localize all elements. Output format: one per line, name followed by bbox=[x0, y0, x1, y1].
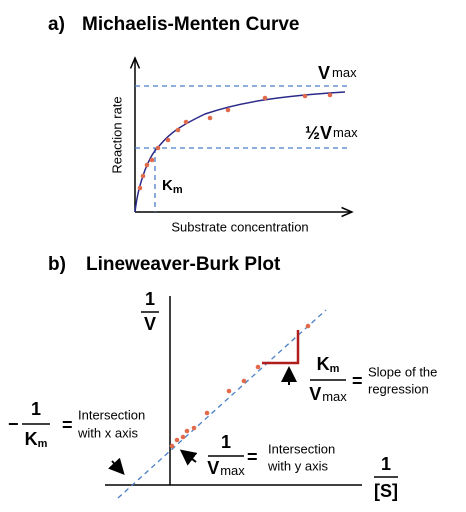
curve bbox=[134, 91, 346, 213]
slope-denominator: Vmax bbox=[309, 384, 347, 405]
slope-description: regression bbox=[368, 381, 429, 396]
panel-title: Lineweaver-Burk Plot bbox=[86, 254, 281, 275]
y-axis-denominator: V bbox=[144, 314, 156, 334]
half-vmax-label: ½Vmax bbox=[305, 123, 358, 143]
x-intercept-denominator: Km bbox=[25, 429, 48, 450]
data-points bbox=[169, 323, 311, 449]
minus-sign: − bbox=[8, 414, 19, 434]
x-axis-denominator: [S] bbox=[374, 481, 398, 501]
y-axis-numerator: 1 bbox=[145, 289, 155, 309]
x-axis-label: Substrate concentration bbox=[171, 219, 308, 234]
x-intercept-description: with x axis bbox=[77, 425, 138, 440]
x-axis-numerator: 1 bbox=[381, 454, 391, 474]
x-intercept-numerator: 1 bbox=[31, 399, 41, 419]
slope-description: Slope of the bbox=[368, 364, 437, 379]
y-intercept-numerator: 1 bbox=[221, 432, 231, 452]
panel-label: b) bbox=[48, 254, 66, 275]
x-intercept-arrow bbox=[108, 457, 125, 475]
equals: = bbox=[352, 371, 363, 391]
km-label: Km bbox=[162, 177, 183, 196]
y-axis-label: Reaction rate bbox=[109, 96, 124, 173]
data-points bbox=[137, 92, 333, 191]
y-intercept-description: with y axis bbox=[267, 458, 328, 473]
panel-label: a) bbox=[48, 14, 65, 35]
x-intercept-description: Intersection bbox=[78, 407, 145, 422]
equals: = bbox=[247, 447, 258, 467]
slope-marker bbox=[262, 330, 300, 365]
panel-title: Michaelis-Menten Curve bbox=[82, 14, 300, 35]
panel-b: b) Lineweaver-Burk Plot 1 V 1 [S] Km Vma… bbox=[8, 254, 437, 501]
y-intercept-description: Intersection bbox=[268, 441, 335, 456]
y-intercept-arrow bbox=[179, 449, 198, 466]
equals: = bbox=[62, 415, 73, 435]
y-intercept-denominator: Vmax bbox=[207, 458, 245, 479]
slope-numerator: Km bbox=[317, 354, 340, 375]
regression-line bbox=[117, 309, 327, 499]
